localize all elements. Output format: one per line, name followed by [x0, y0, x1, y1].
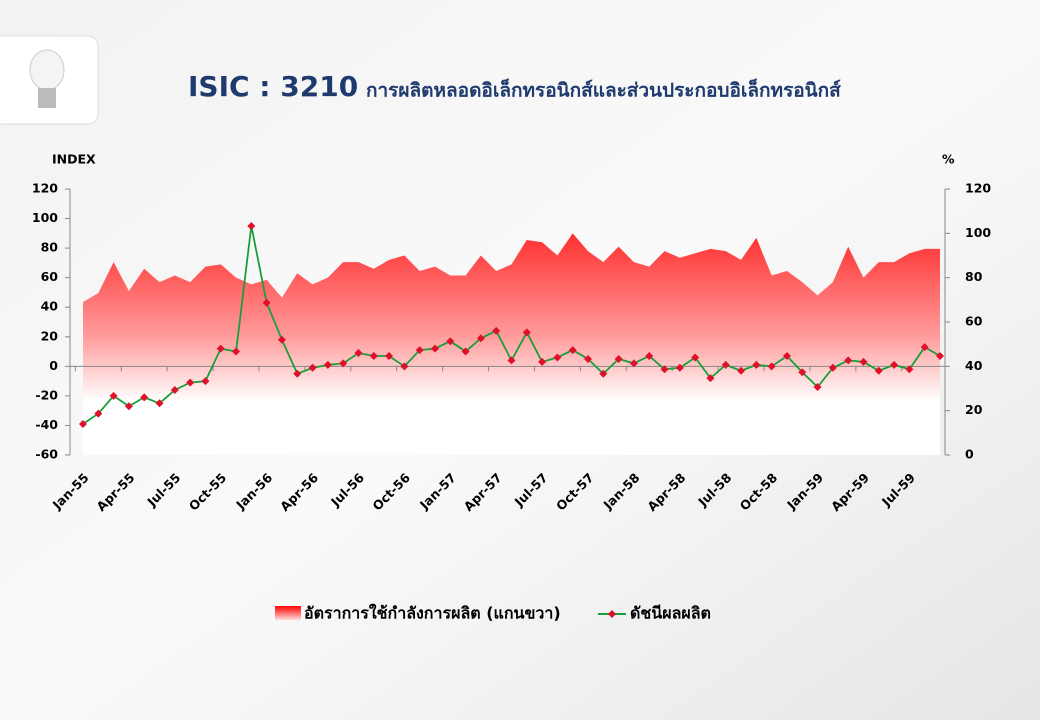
y-tick-label: -60 [35, 447, 58, 462]
marker [446, 337, 455, 346]
y-tick-label: -20 [35, 387, 58, 402]
marker [155, 399, 164, 408]
marker [400, 362, 409, 371]
marker [568, 346, 577, 355]
marker [737, 366, 746, 375]
y-tick-label: 80 [41, 240, 59, 255]
marker [890, 360, 899, 369]
marker [476, 334, 485, 343]
y-tick-label: 20 [41, 328, 59, 343]
marker [354, 349, 363, 358]
marker [691, 353, 700, 362]
marker [675, 363, 684, 372]
marker [798, 368, 807, 377]
marker [124, 402, 133, 411]
marker [461, 347, 470, 356]
y-axis-label: INDEX [52, 152, 96, 167]
marker [247, 221, 256, 230]
y2-tick-label: 0 [965, 447, 974, 462]
marker [660, 365, 669, 374]
marker [201, 377, 210, 386]
y2-axis-label: % [942, 152, 955, 167]
marker [293, 369, 302, 378]
marker [277, 335, 286, 344]
marker [584, 354, 593, 363]
marker [721, 360, 730, 369]
marker [782, 351, 791, 360]
marker [936, 351, 944, 360]
bulb-icon [0, 35, 99, 125]
marker [262, 298, 271, 307]
marker [339, 359, 348, 368]
marker [109, 391, 118, 400]
y-tick-label: -40 [35, 417, 58, 432]
marker [874, 366, 883, 375]
marker [706, 374, 715, 383]
area [83, 233, 940, 455]
marker [828, 363, 837, 372]
legend-label: อัตราการใช้กำลังการผลิต (แกนขวา) [304, 604, 561, 623]
y-tick-label: 120 [32, 181, 58, 196]
y-tick-label: 100 [32, 210, 58, 225]
marker [323, 360, 332, 369]
marker [813, 383, 822, 392]
marker [752, 360, 761, 369]
marker [767, 362, 776, 371]
marker [232, 347, 241, 356]
marker [415, 346, 424, 355]
marker [492, 326, 501, 335]
marker [614, 354, 623, 363]
marker [94, 409, 103, 418]
y2-tick-label: 40 [965, 358, 983, 373]
marker [385, 351, 394, 360]
marker [522, 328, 531, 337]
marker [905, 365, 914, 374]
marker [186, 378, 195, 387]
marker [645, 351, 654, 360]
y2-tick-label: 60 [965, 314, 983, 329]
marker [140, 393, 149, 402]
marker [430, 344, 439, 353]
marker [308, 363, 317, 372]
marker [369, 351, 378, 360]
marker [844, 356, 853, 365]
y-tick-label: 60 [41, 269, 59, 284]
marker [599, 369, 608, 378]
legend-swatch [275, 606, 301, 620]
marker [859, 357, 868, 366]
marker [79, 419, 87, 428]
chart-subtitle: การผลิตหลอดอิเล็กทรอนิกส์และส่วนประกอบอิ… [366, 78, 841, 102]
marker [507, 356, 516, 365]
marker [170, 385, 179, 394]
marker [629, 359, 638, 368]
marker [216, 344, 225, 353]
y2-tick-label: 80 [965, 269, 983, 284]
legend-swatch [608, 610, 616, 618]
marker [538, 357, 547, 366]
marker [920, 343, 929, 352]
marker [553, 353, 562, 362]
y-tick-label: 40 [41, 299, 59, 314]
y2-tick-label: 120 [965, 181, 991, 196]
legend-label: ดัชนีผลผลิต [630, 604, 711, 623]
y2-tick-label: 20 [965, 402, 983, 417]
y-tick-label: 0 [49, 358, 58, 373]
chart-title: ISIC : 3210 [188, 70, 358, 103]
y2-tick-label: 100 [965, 225, 991, 240]
